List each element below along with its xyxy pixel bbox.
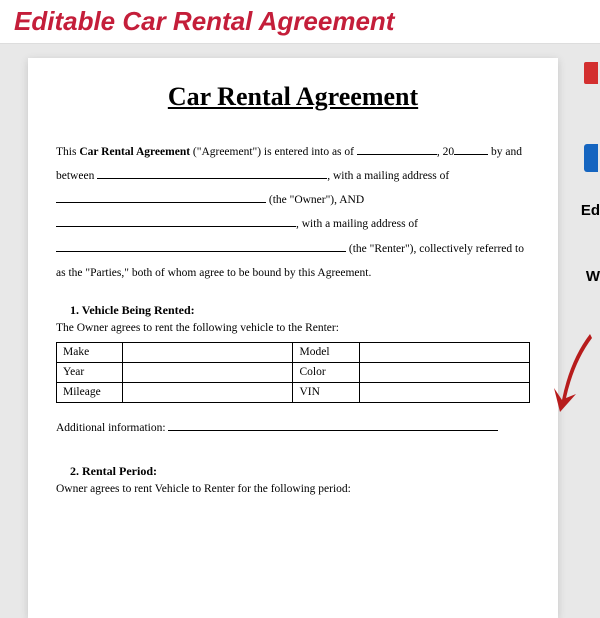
blank-owner-address[interactable] — [56, 191, 266, 203]
sidebar-fragment: Ed W — [576, 46, 600, 586]
section-2-header: 2. Rental Period: — [56, 464, 530, 479]
table-row: Year Color — [57, 362, 530, 382]
section-1-desc: The Owner agrees to rent the following v… — [56, 322, 530, 334]
cell-make-label: Make — [57, 342, 123, 362]
cell-color-label: Color — [293, 362, 359, 382]
document-page: Car Rental Agreement This Car Rental Agr… — [28, 58, 558, 618]
intro-paragraph: This Car Rental Agreement ("Agreement") … — [56, 140, 530, 285]
word-icon — [584, 144, 598, 172]
cell-vin-label: VIN — [293, 382, 359, 402]
intro-text: , 20 — [437, 146, 454, 158]
cell-mileage-value[interactable] — [123, 382, 293, 402]
cell-mileage-label: Mileage — [57, 382, 123, 402]
pdf-icon — [584, 62, 598, 84]
vehicle-table: Make Model Year Color Mileage VIN — [56, 342, 530, 403]
intro-text: (the "Owner"), AND — [266, 194, 364, 206]
cell-make-value[interactable] — [123, 342, 293, 362]
blank-date[interactable] — [357, 143, 437, 155]
additional-label: Additional information: — [56, 422, 168, 434]
section-2-desc: Owner agrees to rent Vehicle to Renter f… — [56, 483, 530, 495]
table-row: Mileage VIN — [57, 382, 530, 402]
document-title: Car Rental Agreement — [56, 82, 530, 112]
blank-renter-name[interactable] — [56, 215, 296, 227]
intro-text: , with a mailing address of — [296, 218, 418, 230]
blank-renter-address[interactable] — [56, 240, 346, 252]
cell-model-value[interactable] — [359, 342, 529, 362]
editable-label-fragment: Ed — [581, 202, 600, 219]
cell-year-value[interactable] — [123, 362, 293, 382]
agreement-bold: Car Rental Agreement — [79, 146, 190, 158]
arrow-icon — [552, 330, 592, 430]
additional-info: Additional information: — [56, 419, 530, 434]
blank-owner-name[interactable] — [97, 167, 327, 179]
table-row: Make Model — [57, 342, 530, 362]
word-label-fragment: W — [586, 268, 600, 285]
cell-year-label: Year — [57, 362, 123, 382]
cell-vin-value[interactable] — [359, 382, 529, 402]
cell-color-value[interactable] — [359, 362, 529, 382]
intro-text: This — [56, 146, 79, 158]
product-banner: Editable Car Rental Agreement — [0, 0, 600, 44]
blank-additional[interactable] — [168, 419, 498, 431]
intro-text: , with a mailing address of — [327, 170, 449, 182]
cell-model-label: Model — [293, 342, 359, 362]
intro-text: ("Agreement") is entered into as of — [190, 146, 357, 158]
section-1-header: 1. Vehicle Being Rented: — [56, 303, 530, 318]
blank-year[interactable] — [454, 143, 488, 155]
